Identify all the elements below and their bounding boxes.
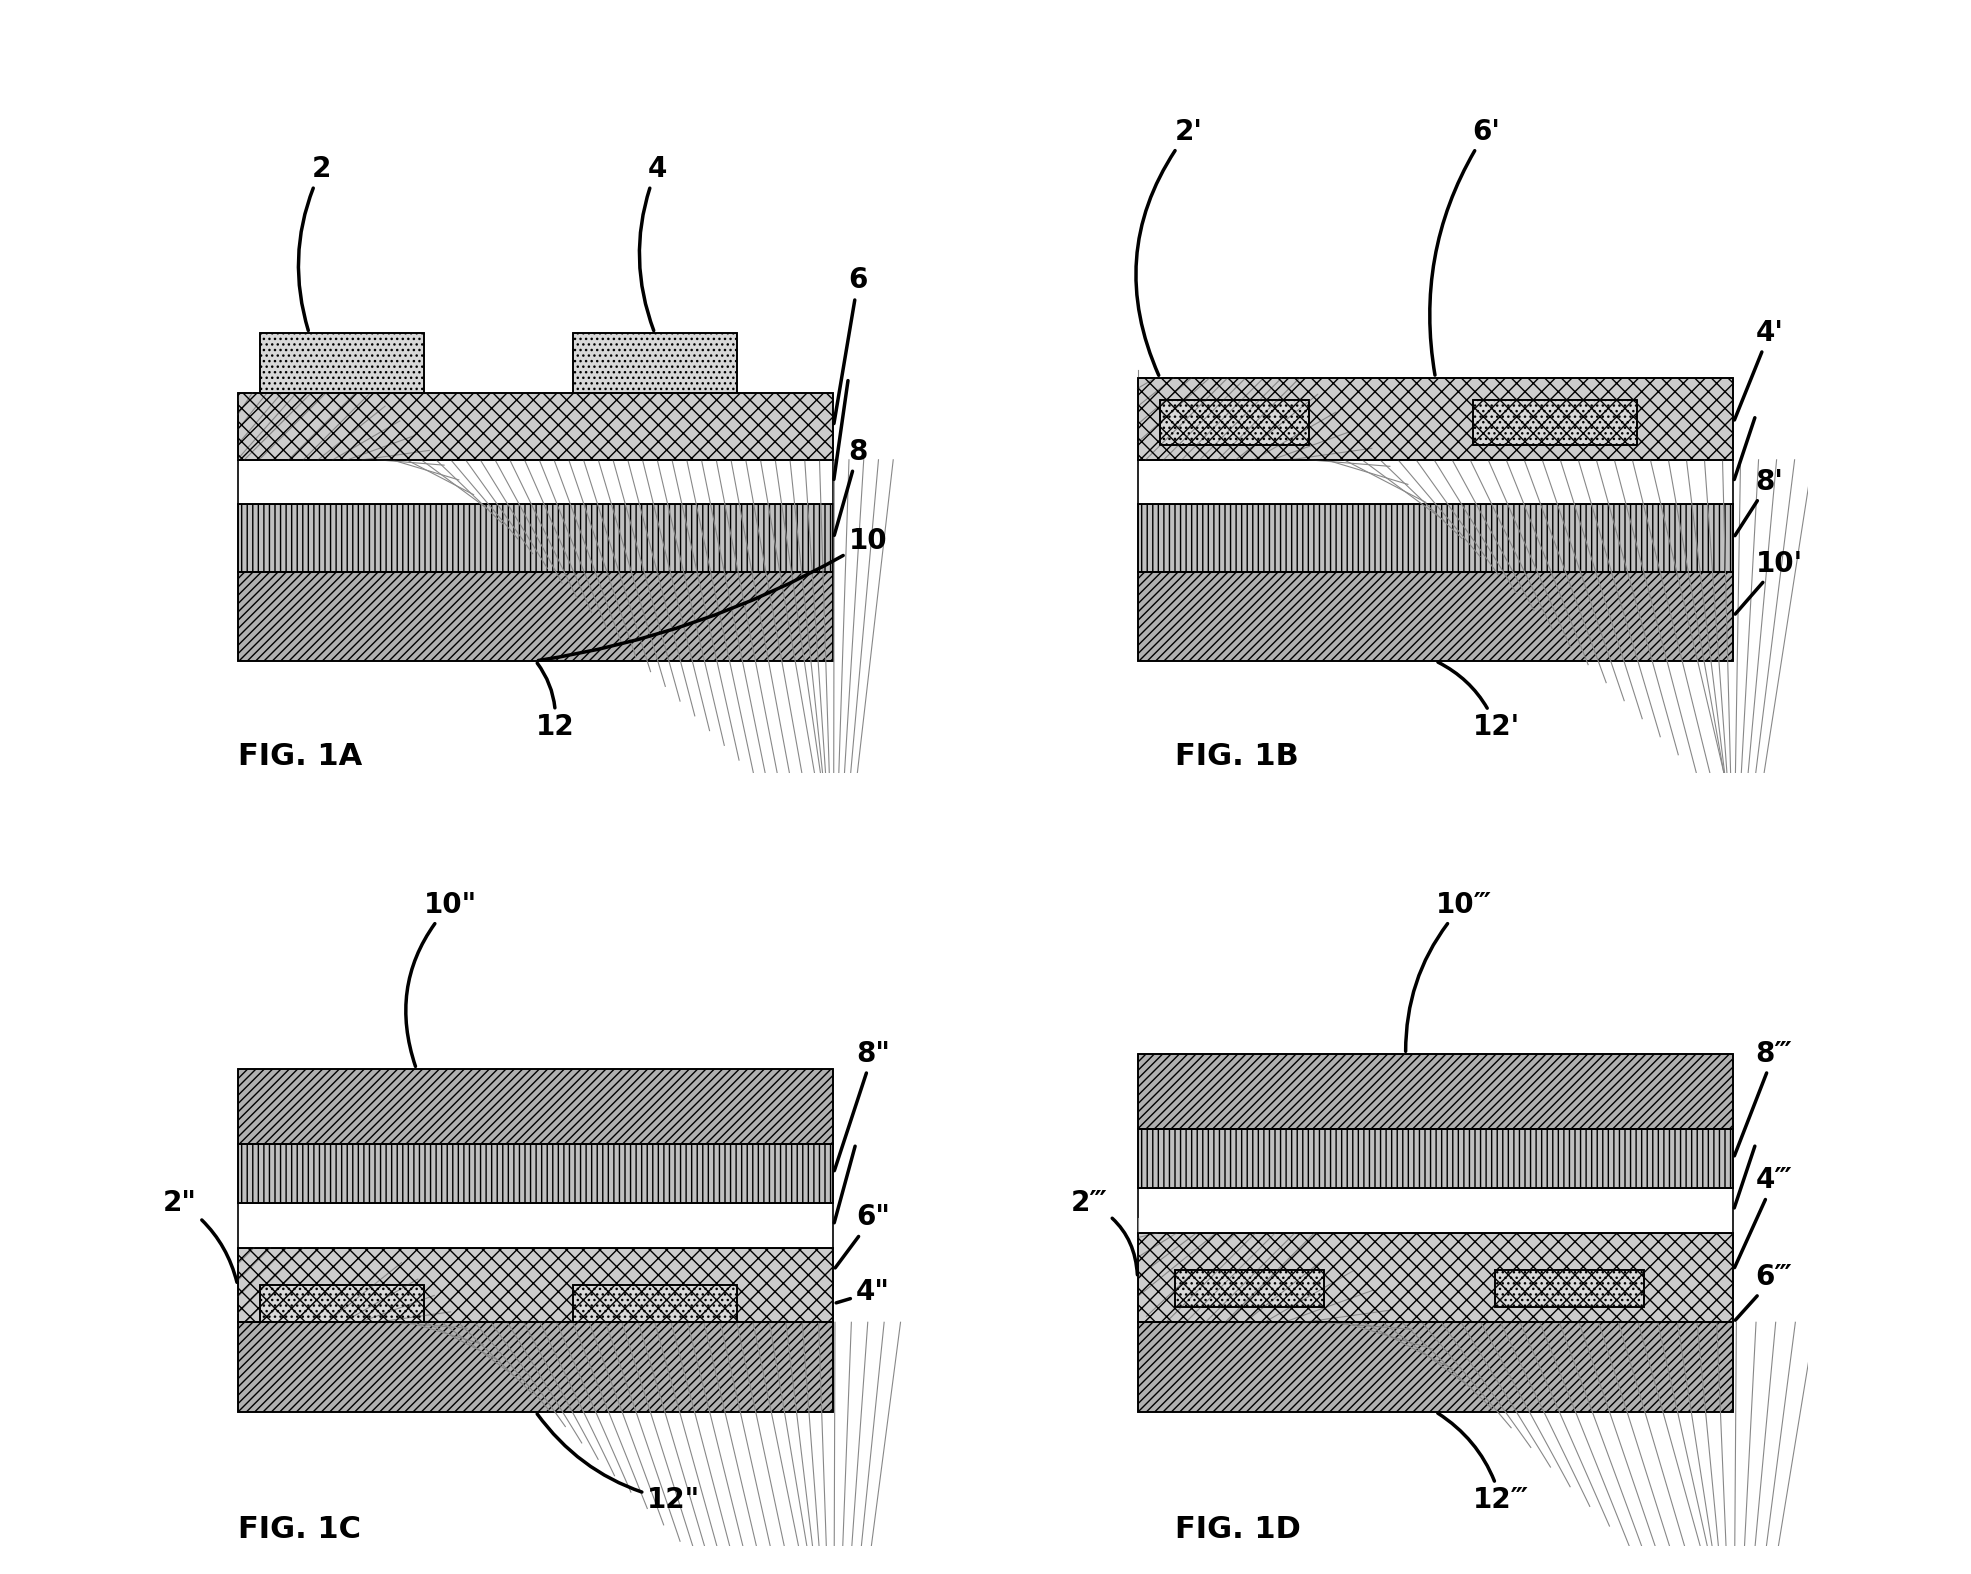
- Bar: [574, 1284, 737, 1322]
- Text: 12‴: 12‴: [1437, 1413, 1529, 1514]
- Text: 2': 2': [1135, 118, 1202, 375]
- Text: 10‴: 10‴: [1405, 891, 1492, 1051]
- Text: FIG. 1B: FIG. 1B: [1175, 743, 1299, 771]
- Bar: [1137, 1055, 1733, 1129]
- Text: 6': 6': [1429, 118, 1500, 375]
- Bar: [260, 1284, 424, 1322]
- Bar: [238, 1203, 834, 1248]
- Bar: [574, 1284, 737, 1322]
- Bar: [238, 394, 834, 460]
- Bar: [238, 1144, 834, 1203]
- Bar: [238, 505, 834, 571]
- Text: FIG. 1D: FIG. 1D: [1175, 1516, 1301, 1544]
- Text: 4": 4": [836, 1278, 889, 1306]
- Bar: [1159, 400, 1309, 445]
- Bar: [238, 1248, 834, 1322]
- Bar: [574, 334, 737, 394]
- Bar: [1137, 378, 1733, 460]
- Text: 4: 4: [639, 154, 666, 331]
- Bar: [1137, 1232, 1733, 1322]
- Text: 12: 12: [536, 663, 574, 741]
- Bar: [238, 394, 834, 460]
- Bar: [1137, 1188, 1733, 1232]
- Text: 8‴: 8‴: [1734, 1039, 1792, 1155]
- Text: FIG. 1A: FIG. 1A: [238, 743, 363, 771]
- Bar: [260, 334, 424, 394]
- Bar: [1175, 1270, 1325, 1308]
- Bar: [238, 1069, 834, 1144]
- Bar: [238, 460, 834, 505]
- Bar: [1496, 1270, 1644, 1308]
- Bar: [238, 505, 834, 571]
- Bar: [1137, 571, 1733, 661]
- Bar: [1137, 1322, 1733, 1412]
- Bar: [238, 571, 834, 661]
- Bar: [1137, 1232, 1733, 1322]
- Bar: [1137, 1322, 1733, 1412]
- Text: FIG. 1C: FIG. 1C: [238, 1516, 361, 1544]
- Bar: [1472, 400, 1636, 445]
- Text: 8': 8': [1734, 467, 1784, 535]
- Bar: [238, 1322, 834, 1412]
- Bar: [1472, 400, 1636, 445]
- Bar: [1175, 1270, 1325, 1308]
- Text: 6‴: 6‴: [1734, 1262, 1792, 1321]
- Text: 12": 12": [538, 1413, 700, 1514]
- Text: 10: 10: [538, 527, 887, 661]
- Bar: [1137, 1129, 1733, 1188]
- Text: 12': 12': [1439, 663, 1520, 741]
- Text: 6: 6: [834, 266, 867, 423]
- Bar: [1137, 1055, 1733, 1129]
- Text: 4‴: 4‴: [1734, 1166, 1792, 1267]
- Bar: [238, 1322, 834, 1412]
- Bar: [1159, 400, 1309, 445]
- Text: 10': 10': [1734, 549, 1803, 614]
- Bar: [260, 334, 424, 394]
- Text: 4': 4': [1734, 318, 1784, 420]
- Text: 2‴: 2‴: [1070, 1188, 1137, 1275]
- Bar: [1137, 505, 1733, 571]
- Bar: [574, 334, 737, 394]
- Bar: [1496, 1270, 1644, 1308]
- Bar: [238, 1069, 834, 1144]
- Bar: [1137, 1129, 1733, 1188]
- Bar: [238, 1248, 834, 1322]
- Bar: [1137, 460, 1733, 505]
- Text: 8": 8": [834, 1039, 889, 1171]
- Bar: [1137, 571, 1733, 661]
- Text: 8: 8: [834, 438, 867, 535]
- Bar: [238, 1144, 834, 1203]
- Bar: [1137, 505, 1733, 571]
- Text: 2": 2": [164, 1188, 237, 1283]
- Text: 6": 6": [836, 1204, 889, 1269]
- Bar: [238, 571, 834, 661]
- Text: 2: 2: [298, 154, 331, 331]
- Bar: [1137, 378, 1733, 460]
- Text: 10": 10": [406, 891, 477, 1067]
- Bar: [260, 1284, 424, 1322]
